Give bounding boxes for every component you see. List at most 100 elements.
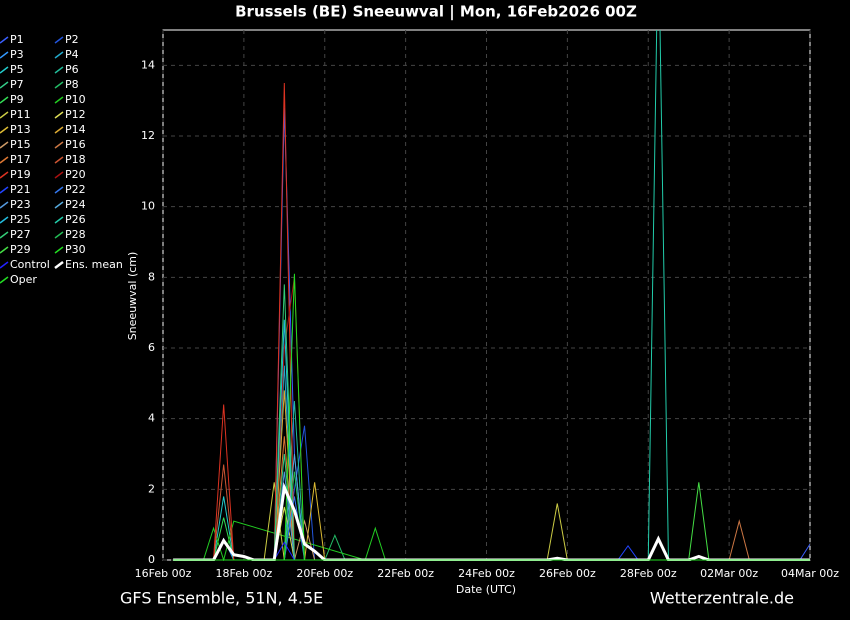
series-line <box>173 482 810 561</box>
x-tick-label: 18Feb 00z <box>216 567 273 580</box>
series-line <box>173 471 810 561</box>
series-line <box>173 390 810 561</box>
legend-swatch <box>54 96 64 104</box>
series-line <box>173 30 810 561</box>
legend-swatch <box>54 81 64 89</box>
legend-label: Oper <box>10 273 37 286</box>
series-line <box>173 436 810 561</box>
legend-label: P21 <box>10 183 31 196</box>
footer-right: Wetterzentrale.de <box>650 589 794 608</box>
legend-swatch <box>0 171 9 179</box>
x-tick-label: 26Feb 00z <box>539 567 596 580</box>
legend-swatch <box>54 126 64 134</box>
legend-swatch <box>0 126 9 134</box>
legend-label: P11 <box>10 108 31 121</box>
legend-label: P28 <box>65 228 86 241</box>
series-line <box>173 533 810 561</box>
y-tick-label: 8 <box>148 270 155 283</box>
legend-label: P5 <box>10 63 24 76</box>
legend-swatch <box>54 156 64 164</box>
x-tick-label: 24Feb 00z <box>458 567 515 580</box>
series-line <box>173 284 810 561</box>
legend-label: P17 <box>10 153 31 166</box>
legend-swatch <box>54 186 64 194</box>
series-line <box>173 400 810 561</box>
series-line <box>173 520 810 561</box>
series-line <box>173 453 810 561</box>
legend-swatch <box>54 111 64 119</box>
legend-label: P13 <box>10 123 31 136</box>
legend-swatch <box>0 96 9 104</box>
y-tick-label: 6 <box>148 341 155 354</box>
series-line <box>173 365 810 561</box>
y-tick-label: 0 <box>148 553 155 566</box>
legend-swatch <box>54 246 64 254</box>
legend-label: P27 <box>10 228 31 241</box>
y-tick-label: 14 <box>141 58 155 71</box>
legend-swatch <box>0 51 9 59</box>
legend-label: P22 <box>65 183 86 196</box>
series-line <box>173 537 810 561</box>
legend-label: P1 <box>10 33 24 46</box>
legend-label: P18 <box>65 153 86 166</box>
legend-swatch <box>54 36 64 44</box>
series-line <box>173 425 810 561</box>
legend-label: P9 <box>10 93 24 106</box>
x-tick-label: 22Feb 00z <box>377 567 434 580</box>
legend-label: P30 <box>65 243 86 256</box>
x-tick-label: 04Mar 00z <box>781 567 839 580</box>
series-line <box>173 482 810 561</box>
y-tick-label: 4 <box>148 412 155 425</box>
y-tick-label: 10 <box>141 200 155 213</box>
legend-label: P6 <box>65 63 79 76</box>
series-line <box>173 506 810 561</box>
legend-swatch <box>0 186 9 194</box>
series-line <box>173 453 810 561</box>
x-tick-label: 16Feb 00z <box>135 567 192 580</box>
legend-label: Ens. mean <box>65 258 123 271</box>
legend-label: P10 <box>65 93 86 106</box>
legend-swatch <box>0 276 9 284</box>
legend-swatch <box>0 216 9 224</box>
legend-swatch <box>0 66 9 74</box>
footer-left: GFS Ensemble, 51N, 4.5E <box>120 589 323 608</box>
x-tick-label: 02Mar 00z <box>700 567 758 580</box>
series-line <box>173 471 810 561</box>
series-line <box>173 107 810 561</box>
legend-swatch <box>54 51 64 59</box>
series-line <box>173 273 810 561</box>
legend-label: P16 <box>65 138 86 151</box>
legend-label: P23 <box>10 198 31 211</box>
legend-swatch <box>0 141 9 149</box>
series-line <box>173 545 810 561</box>
legend-swatch <box>54 171 64 179</box>
series-line <box>173 482 810 561</box>
legend-label: P15 <box>10 138 31 151</box>
legend-label: P7 <box>10 78 24 91</box>
legend-swatch <box>0 231 9 239</box>
legend-label: Control <box>10 258 50 271</box>
legend-label: P14 <box>65 123 86 136</box>
legend-label: P12 <box>65 108 86 121</box>
legend-label: P8 <box>65 78 79 91</box>
legend-swatch <box>0 246 9 254</box>
legend-label: P19 <box>10 168 31 181</box>
legend-swatch <box>54 231 64 239</box>
legend-swatch <box>54 201 64 209</box>
legend-label: P25 <box>10 213 31 226</box>
series-line <box>173 541 810 561</box>
legend-swatch <box>0 36 9 44</box>
x-axis-label: Date (UTC) <box>456 583 516 596</box>
legend-label: P29 <box>10 243 31 256</box>
legend-swatch <box>0 156 9 164</box>
y-axis-label: Sneeuwval (cm) <box>126 252 139 341</box>
legend-swatch <box>0 201 9 209</box>
y-tick-label: 12 <box>141 129 155 142</box>
y-tick-label: 2 <box>148 482 155 495</box>
legend-swatch <box>54 66 64 74</box>
legend-label: P4 <box>65 48 79 61</box>
series-line <box>173 82 810 561</box>
legend-swatch <box>0 81 9 89</box>
